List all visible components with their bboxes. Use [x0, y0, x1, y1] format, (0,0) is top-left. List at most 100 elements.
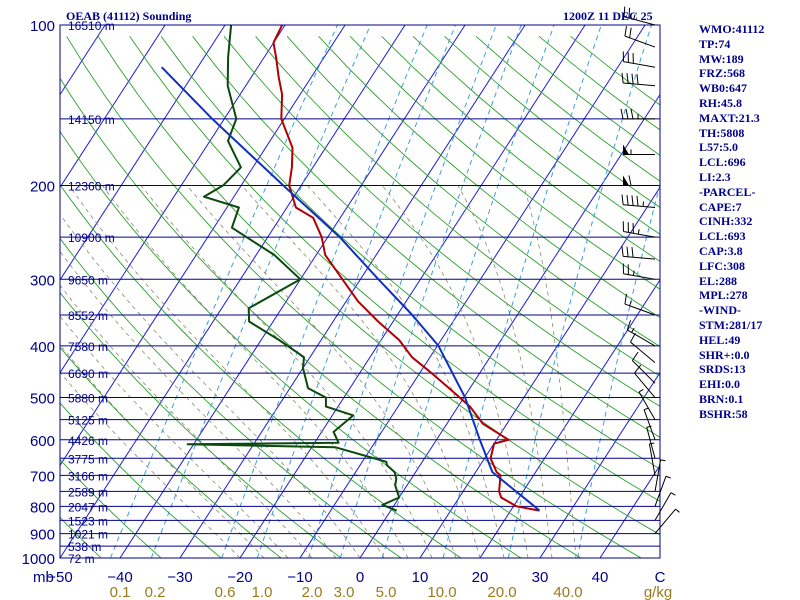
- mixing-ratio-unit: g/kg: [644, 584, 672, 600]
- dry-adiabat-line: [60, 77, 582, 558]
- stat-line: EL:288: [699, 273, 738, 288]
- wind-barb: [622, 263, 656, 280]
- mixing-ratio-label: 3.0: [334, 584, 355, 600]
- temperature-tick-label: −30: [167, 569, 192, 586]
- height-label: 8552 m: [68, 309, 108, 323]
- stat-line: LFC:308: [699, 258, 745, 273]
- mixing-ratio-label: 0.6: [215, 584, 236, 600]
- temperature-tick-label: −20: [227, 569, 252, 586]
- mixing-ratio-label: 40.0: [553, 584, 582, 600]
- chart-background-lines: [60, 25, 660, 558]
- height-label: 14150 m: [68, 113, 115, 127]
- height-label: 2047 m: [68, 500, 108, 514]
- height-label: 2589 m: [68, 485, 108, 499]
- stat-line: L57:5.0: [699, 140, 738, 155]
- dry-adiabat-line: [129, 36, 660, 502]
- mixing-ratio-label: 20.0: [487, 584, 516, 600]
- isotherm-line: [60, 25, 406, 558]
- pressure-tick-label: 400: [30, 339, 55, 356]
- dry-adiabat-line: [318, 35, 660, 319]
- height-label: 6690 m: [68, 367, 108, 381]
- dry-adiabat-line: [192, 36, 660, 438]
- height-label: 3775 m: [68, 452, 108, 466]
- mixing-ratio-label: 10.0: [427, 584, 456, 600]
- stat-line: HEL:49: [699, 332, 741, 347]
- isotherm-line: [599, 464, 660, 558]
- mixing-ratio-line: [507, 25, 652, 558]
- stat-line: CAPE:7: [699, 199, 742, 214]
- stat-line: MPL:278: [699, 288, 748, 303]
- isotherm-line: [119, 25, 466, 558]
- isotherm-line: [539, 371, 660, 558]
- wind-barb: [630, 332, 656, 364]
- y-axis-unit: mb: [33, 569, 54, 586]
- wind-barb: [623, 175, 655, 186]
- isotherm-line: [479, 279, 660, 558]
- mixing-ratio-line: [381, 25, 555, 558]
- valid-time: 1200Z 11 DEC 25: [563, 9, 653, 23]
- pressure-tick-label: 600: [30, 433, 55, 450]
- height-label: 7580 m: [68, 340, 108, 354]
- dry-adiabat-line: [60, 184, 462, 558]
- wind-barb: [624, 25, 656, 48]
- stat-line: LCL:693: [699, 229, 746, 244]
- wind-barb: [626, 320, 656, 347]
- stat-line: STM:281/17: [699, 318, 763, 332]
- wind-barb: [620, 108, 655, 120]
- stat-line: TP:74: [699, 36, 731, 51]
- stat-line: CINH:332: [699, 214, 753, 229]
- dry-adiabat-line: [160, 36, 660, 470]
- temperature-tick-label: 10: [412, 569, 429, 586]
- isotherm-line: [60, 25, 226, 281]
- moist-adiabat-line: [523, 185, 577, 558]
- temperature-trace: [272, 25, 540, 512]
- moist-adiabat-line: [101, 185, 409, 558]
- mixing-ratio-label: 5.0: [376, 584, 397, 600]
- wind-barbs: [620, 6, 680, 534]
- mixing-ratio-label: 0.1: [110, 584, 131, 600]
- wind-barb: [638, 388, 656, 420]
- dry-adiabat-line: [223, 36, 660, 407]
- height-label: 3166 m: [68, 469, 108, 483]
- pressure-tick-label: 1000: [22, 551, 55, 568]
- station-title: OEAB (41112) Sounding: [66, 9, 192, 23]
- dry-adiabat-line: [60, 516, 102, 558]
- temperature-tick-label: 30: [532, 569, 549, 586]
- mixing-ratio-label: 1.0: [252, 584, 273, 600]
- mixing-ratio-line: [339, 25, 522, 558]
- stat-line: LI:2.3: [699, 170, 731, 184]
- pressure-tick-label: 900: [30, 527, 55, 544]
- wind-barb: [654, 508, 680, 534]
- moist-adiabat-line: [68, 185, 385, 558]
- temperature-tick-label: −10: [287, 569, 312, 586]
- mixing-ratio-label: 2.0: [302, 584, 323, 600]
- wind-barb: [643, 407, 656, 440]
- wind-barb: [621, 194, 656, 209]
- temperature-tick-label: 20: [472, 569, 489, 586]
- pressure-tick-label: 200: [30, 178, 55, 195]
- parcel-trace: [160, 66, 541, 512]
- mixing-ratio-label: 0.2: [145, 584, 166, 600]
- height-label: 72 m: [68, 552, 95, 566]
- height-label: 5880 m: [68, 392, 108, 406]
- stat-line: MAXT:21.3: [699, 110, 760, 125]
- isotherm-line: [419, 186, 660, 558]
- stat-line: SHR+:0.0: [699, 347, 750, 362]
- x-axis-unit: C: [655, 569, 666, 586]
- temperature-tick-label: −50: [47, 569, 72, 586]
- dry-adiabat-line: [60, 130, 522, 558]
- dry-adiabat-line: [255, 36, 660, 377]
- dry-adiabat-line: [381, 35, 660, 262]
- height-label: 16510 m: [68, 19, 115, 33]
- temperature-tick-label: 0: [356, 569, 364, 586]
- stat-line: TH:5808: [699, 125, 745, 140]
- isotherm-line: [60, 25, 286, 374]
- isotherm-line: [60, 25, 346, 467]
- stat-line: CAP:3.8: [699, 244, 743, 258]
- pressure-tick-label: 300: [30, 272, 55, 289]
- profile-traces: [160, 25, 541, 512]
- dry-adiabat-line: [538, 35, 660, 131]
- mixing-ratio-line: [110, 25, 338, 558]
- pressure-tick-label: 100: [30, 18, 55, 35]
- dry-adiabat-line: [60, 458, 162, 558]
